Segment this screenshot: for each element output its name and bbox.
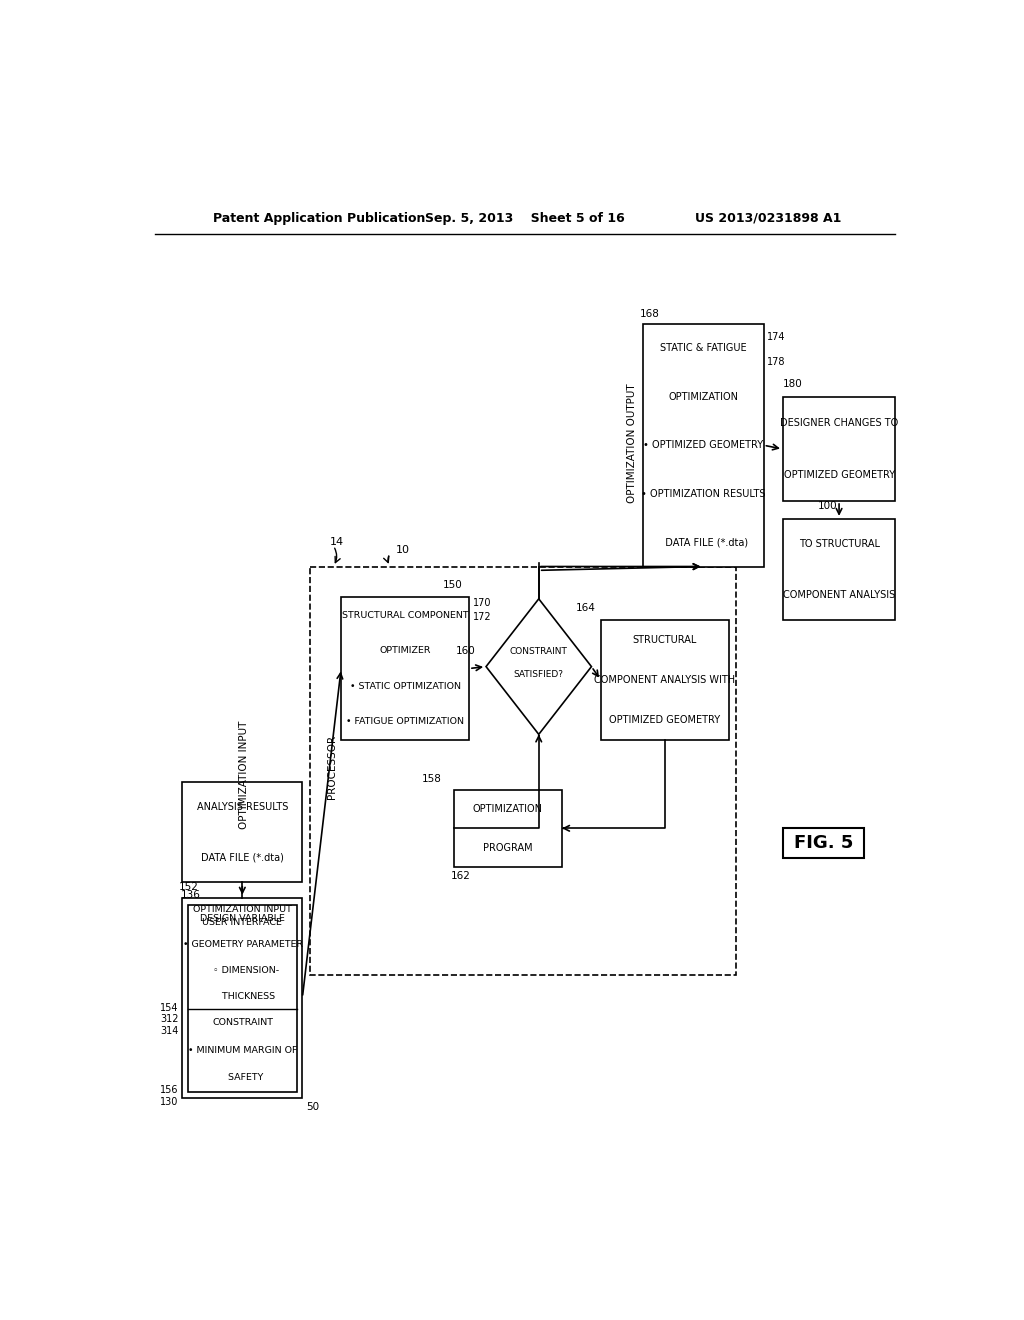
Text: STRUCTURAL: STRUCTURAL: [633, 635, 697, 645]
Text: USER INTERFACE: USER INTERFACE: [203, 917, 283, 927]
Bar: [601, 620, 729, 739]
Text: 172: 172: [473, 611, 492, 622]
Text: 170: 170: [473, 598, 492, 609]
Text: 100: 100: [818, 502, 838, 511]
Text: 14: 14: [330, 537, 344, 548]
Text: 152: 152: [178, 882, 199, 892]
Text: THICKNESS: THICKNESS: [210, 991, 275, 1001]
Text: 178: 178: [767, 358, 785, 367]
Bar: [310, 566, 736, 974]
Text: US 2013/0231898 A1: US 2013/0231898 A1: [694, 213, 841, 224]
Text: • STATIC OPTIMIZATION: • STATIC OPTIMIZATION: [349, 682, 461, 690]
Text: DATA FILE (*.dta): DATA FILE (*.dta): [201, 853, 284, 862]
Text: 50: 50: [306, 1102, 319, 1111]
Text: 154: 154: [160, 1003, 178, 1012]
Text: OPTIMIZATION: OPTIMIZATION: [473, 804, 543, 814]
Text: CONSTRAINT: CONSTRAINT: [212, 1019, 273, 1027]
Text: 150: 150: [443, 579, 463, 590]
Text: • OPTIMIZED GEOMETRY: • OPTIMIZED GEOMETRY: [643, 441, 764, 450]
Bar: [182, 781, 302, 882]
Text: FIG. 5: FIG. 5: [794, 834, 853, 851]
Text: 160: 160: [456, 647, 475, 656]
Bar: [341, 597, 469, 739]
Bar: [182, 898, 302, 1098]
Text: COMPONENT ANALYSIS: COMPONENT ANALYSIS: [783, 590, 895, 601]
Text: OPTIMIZATION INPUT: OPTIMIZATION INPUT: [193, 904, 292, 913]
Text: SATISFIED?: SATISFIED?: [514, 669, 564, 678]
Text: 314: 314: [160, 1026, 178, 1036]
Text: OPTIMIZED GEOMETRY: OPTIMIZED GEOMETRY: [609, 715, 720, 725]
Text: DESIGN VARIABLE: DESIGN VARIABLE: [201, 913, 285, 923]
Text: STATIC & FATIGUE: STATIC & FATIGUE: [660, 343, 746, 354]
Bar: [188, 906, 297, 1092]
Text: 164: 164: [575, 603, 595, 614]
Text: SAFETY: SAFETY: [222, 1073, 263, 1082]
Text: ANALYSIS RESULTS: ANALYSIS RESULTS: [197, 803, 288, 812]
Bar: [643, 323, 764, 566]
Bar: [783, 519, 895, 620]
Text: CONSTRAINT: CONSTRAINT: [510, 647, 567, 656]
Text: STRUCTURAL COMPONENT: STRUCTURAL COMPONENT: [342, 611, 468, 619]
Text: 162: 162: [452, 871, 471, 880]
Text: 156: 156: [160, 1085, 178, 1096]
Text: OPTIMIZATION INPUT: OPTIMIZATION INPUT: [240, 721, 249, 829]
Text: DESIGNER CHANGES TO: DESIGNER CHANGES TO: [780, 418, 898, 428]
Text: 158: 158: [422, 774, 442, 784]
Text: • MINIMUM MARGIN OF: • MINIMUM MARGIN OF: [188, 1045, 297, 1055]
Text: • OPTIMIZATION RESULTS: • OPTIMIZATION RESULTS: [641, 488, 766, 499]
Text: 168: 168: [640, 309, 659, 318]
Text: 312: 312: [160, 1014, 178, 1024]
Text: • FATIGUE OPTIMIZATION: • FATIGUE OPTIMIZATION: [346, 718, 464, 726]
Text: OPTIMIZATION: OPTIMIZATION: [669, 392, 738, 401]
Text: • GEOMETRY PARAMETER: • GEOMETRY PARAMETER: [182, 940, 303, 949]
Text: 10: 10: [395, 545, 410, 554]
Text: OPTIMIZER: OPTIMIZER: [379, 647, 431, 655]
Text: PROGRAM: PROGRAM: [483, 842, 532, 853]
Text: PROCESSOR: PROCESSOR: [327, 735, 337, 799]
Text: 136: 136: [180, 890, 201, 900]
Text: 130: 130: [160, 1097, 178, 1106]
Text: 180: 180: [783, 379, 803, 389]
Polygon shape: [486, 599, 592, 734]
Bar: [783, 397, 895, 502]
Text: 174: 174: [767, 333, 785, 342]
Text: OPTIMIZED GEOMETRY: OPTIMIZED GEOMETRY: [783, 470, 895, 480]
Text: COMPONENT ANALYSIS WITH: COMPONENT ANALYSIS WITH: [594, 675, 735, 685]
Bar: [783, 829, 864, 858]
Text: TO STRUCTURAL: TO STRUCTURAL: [799, 539, 880, 549]
Text: DATA FILE (*.dta): DATA FILE (*.dta): [658, 537, 748, 548]
Bar: [454, 789, 562, 867]
Text: OPTIMIZATION OUTPUT: OPTIMIZATION OUTPUT: [627, 384, 637, 503]
Text: Patent Application Publication: Patent Application Publication: [213, 213, 426, 224]
Text: Sep. 5, 2013    Sheet 5 of 16: Sep. 5, 2013 Sheet 5 of 16: [425, 213, 625, 224]
Text: ◦ DIMENSION-: ◦ DIMENSION-: [207, 966, 279, 974]
